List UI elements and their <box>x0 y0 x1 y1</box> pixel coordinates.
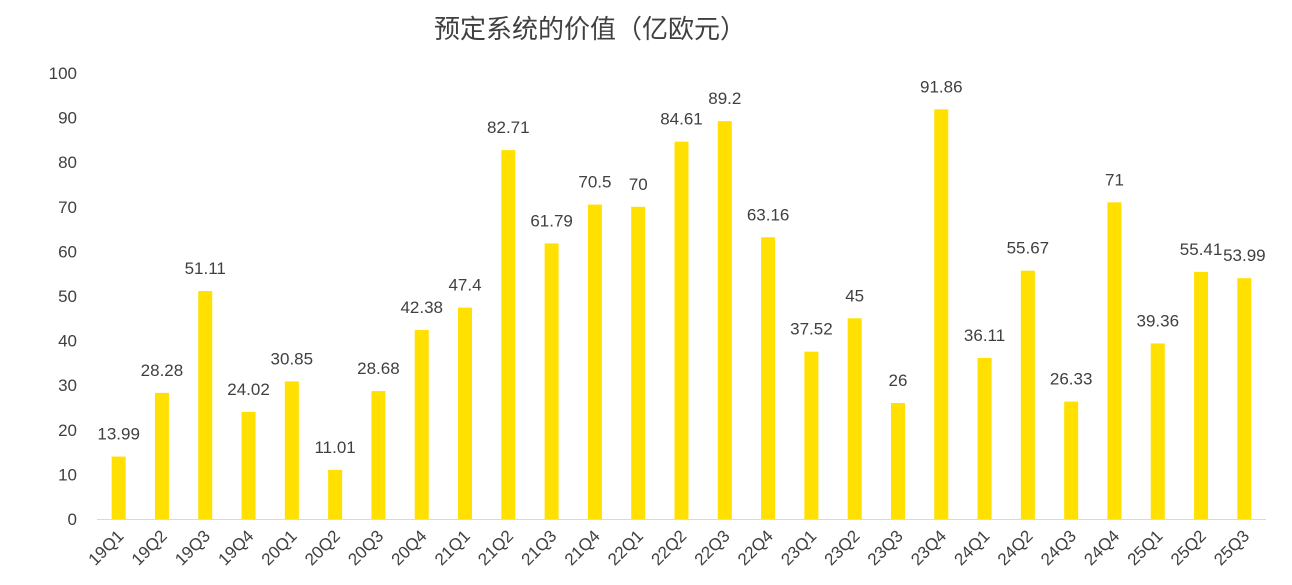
x-tick-label: 22Q3 <box>691 526 734 569</box>
data-label: 70.5 <box>578 173 611 192</box>
data-label: 82.71 <box>487 118 530 137</box>
x-tick-label: 25Q1 <box>1124 526 1167 569</box>
data-label: 24.02 <box>227 380 270 399</box>
bar-21q2 <box>501 150 516 519</box>
x-tick-label: 21Q3 <box>518 526 561 569</box>
data-label: 63.16 <box>747 205 790 224</box>
data-label: 71 <box>1105 170 1124 189</box>
data-label: 42.38 <box>400 298 443 317</box>
x-tick-label: 23Q3 <box>864 526 907 569</box>
bar-22q3 <box>717 121 732 519</box>
bar-24q1 <box>977 357 992 519</box>
bar-21q4 <box>587 204 602 519</box>
bar-24q4 <box>1107 202 1122 519</box>
x-tick-label: 24Q1 <box>951 526 994 569</box>
y-tick-label: 90 <box>58 109 77 128</box>
x-tick-label: 19Q3 <box>171 526 214 569</box>
x-tick-label: 20Q4 <box>388 526 431 569</box>
bar-21q3 <box>544 243 559 519</box>
bar-20q4 <box>414 329 429 519</box>
y-axis: 0 10 20 30 40 50 60 70 80 90 100 <box>49 64 77 529</box>
x-tick-label: 22Q1 <box>604 526 647 569</box>
x-tick-label: 19Q4 <box>215 526 258 569</box>
y-tick-label: 40 <box>58 332 77 351</box>
data-label: 70 <box>629 175 648 194</box>
bar-19q2 <box>154 392 169 519</box>
bar-22q2 <box>674 141 689 519</box>
x-tick-label: 20Q3 <box>344 526 387 569</box>
chart-title: 预定系统的价值（亿欧元） <box>434 15 746 45</box>
bar-25q2 <box>1194 271 1209 519</box>
data-label: 61.79 <box>530 211 573 230</box>
bar-23q3 <box>890 403 905 519</box>
x-tick-label: 23Q2 <box>821 526 864 569</box>
y-tick-label: 50 <box>58 287 77 306</box>
bar-19q3 <box>198 291 213 519</box>
x-tick-label: 20Q2 <box>301 526 344 569</box>
x-tick-label: 25Q2 <box>1167 526 1210 569</box>
data-label: 13.99 <box>97 425 140 444</box>
data-label: 37.52 <box>790 320 833 339</box>
bar-23q4 <box>934 109 949 520</box>
data-label: 36.11 <box>964 326 1005 345</box>
bar-22q1 <box>631 206 646 520</box>
data-label: 89.2 <box>708 89 741 108</box>
data-label: 55.41 <box>1180 240 1223 259</box>
x-tick-label: 21Q2 <box>474 526 517 569</box>
x-tick-label: 24Q3 <box>1037 526 1080 569</box>
data-label: 30.85 <box>271 349 314 368</box>
x-tick-label: 22Q2 <box>647 526 690 569</box>
bar-21q1 <box>458 307 473 519</box>
bar-22q4 <box>761 237 776 519</box>
x-tick-label: 19Q1 <box>85 526 128 569</box>
y-tick-label: 0 <box>68 510 77 529</box>
x-tick-label: 23Q1 <box>777 526 820 569</box>
bar-25q1 <box>1150 343 1165 519</box>
y-tick-label: 30 <box>58 376 77 395</box>
x-tick-label: 24Q2 <box>994 526 1037 569</box>
bar-20q3 <box>371 391 386 519</box>
bar-19q1 <box>111 456 126 519</box>
y-tick-label: 100 <box>49 64 77 83</box>
data-label: 39.36 <box>1136 311 1179 330</box>
x-tick-label: 22Q4 <box>734 526 777 569</box>
data-label: 26.33 <box>1050 370 1093 389</box>
x-tick-label: 19Q2 <box>128 526 171 569</box>
data-label: 91.86 <box>920 77 963 96</box>
data-label: 47.4 <box>448 276 481 295</box>
bars-group <box>111 109 1252 520</box>
bar-20q2 <box>328 469 343 519</box>
bar-19q4 <box>241 411 256 519</box>
y-tick-label: 70 <box>58 198 77 217</box>
bar-23q1 <box>804 351 819 519</box>
y-tick-label: 60 <box>58 242 77 261</box>
bar-20q1 <box>284 381 299 519</box>
data-label: 45 <box>845 286 864 305</box>
data-label: 84.61 <box>660 110 703 129</box>
bar-24q2 <box>1020 270 1035 519</box>
data-label: 26 <box>889 371 908 390</box>
data-label: 28.28 <box>141 361 184 380</box>
data-label: 11.01 <box>314 438 355 457</box>
data-label: 28.68 <box>357 359 400 378</box>
x-tick-label: 25Q3 <box>1210 526 1253 569</box>
x-tick-label: 20Q1 <box>258 526 301 569</box>
x-axis: 19Q1 19Q2 19Q3 19Q4 20Q1 20Q2 20Q3 20Q4 21Q1 21Q2… <box>85 526 1254 569</box>
y-tick-label: 20 <box>58 421 77 440</box>
bar-25q3 <box>1237 278 1252 519</box>
x-tick-label: 21Q1 <box>431 526 474 569</box>
y-tick-label: 10 <box>58 465 77 484</box>
x-tick-label: 21Q4 <box>561 526 604 569</box>
x-tick-label: 24Q4 <box>1080 526 1123 569</box>
data-label: 55.67 <box>1007 239 1050 258</box>
data-label: 51.11 <box>185 259 226 278</box>
bar-23q2 <box>847 318 862 519</box>
x-tick-label: 23Q4 <box>907 526 950 569</box>
data-label: 53.99 <box>1223 246 1266 265</box>
y-tick-label: 80 <box>58 153 77 172</box>
bar-24q3 <box>1064 401 1079 519</box>
